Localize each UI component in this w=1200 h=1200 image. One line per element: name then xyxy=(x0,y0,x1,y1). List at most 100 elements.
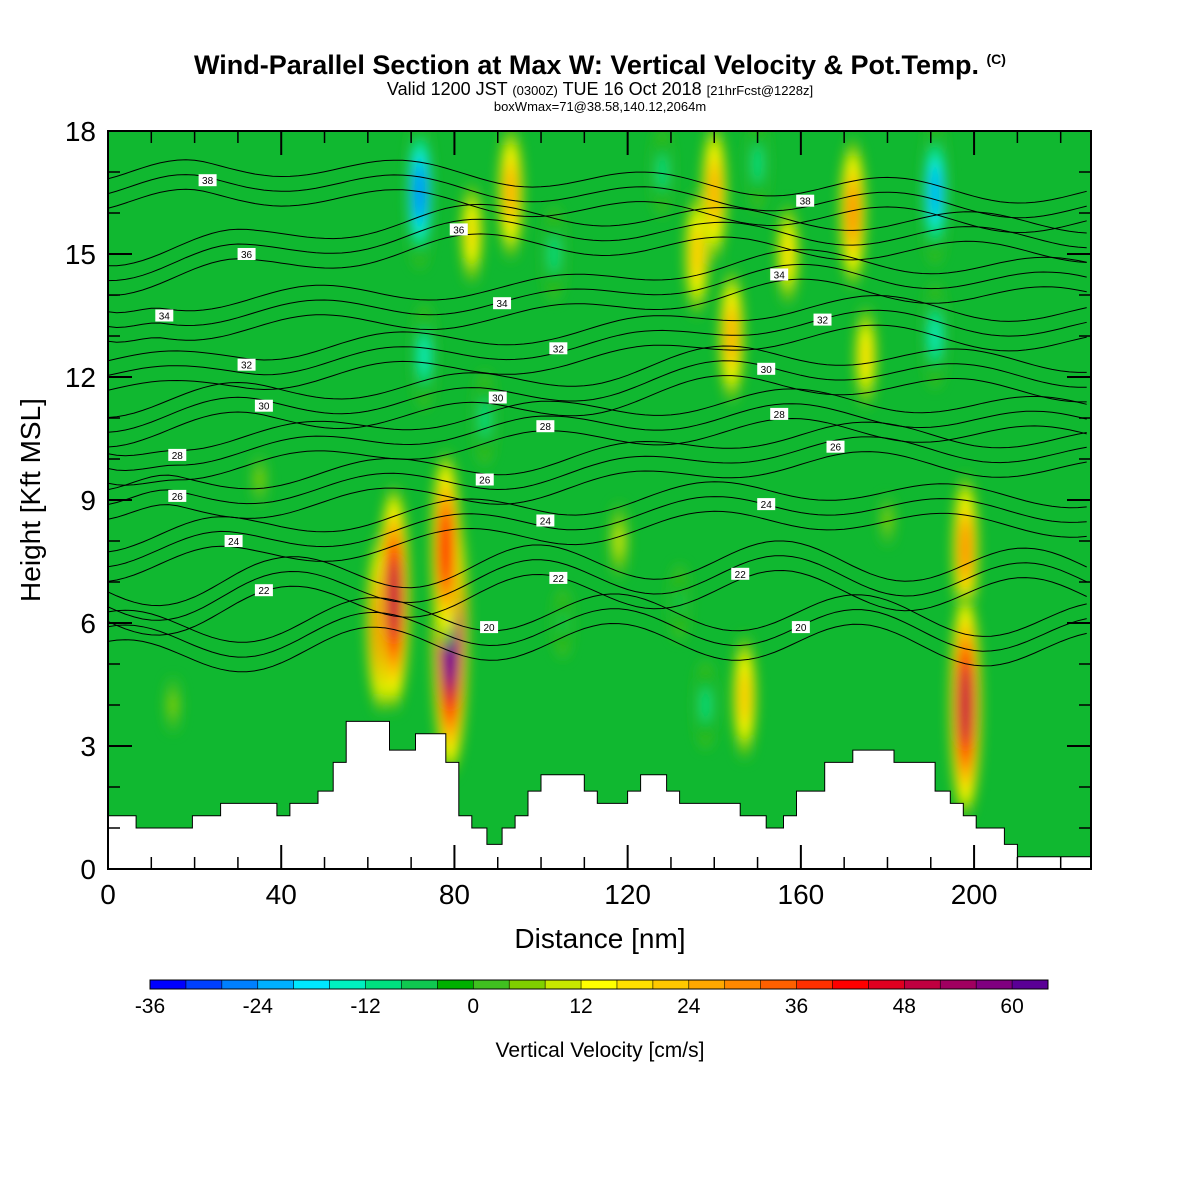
theta-label: 30 xyxy=(488,391,507,405)
colorbar-swatch xyxy=(329,980,367,989)
theta-label-text: 24 xyxy=(228,537,240,548)
colorbar-swatch xyxy=(868,980,905,989)
velocity-cell xyxy=(930,168,941,217)
terrain-mask xyxy=(108,720,1091,869)
valid-date: TUE 16 Oct 2018 xyxy=(562,79,702,99)
theta-label: 34 xyxy=(770,268,789,282)
theta-label: 24 xyxy=(536,514,555,528)
colorbar-swatch xyxy=(1012,980,1049,989)
colorbar-swatch xyxy=(473,980,510,989)
copyright-mark: (C) xyxy=(986,51,1006,67)
theta-label: 20 xyxy=(480,621,499,634)
theta-label-text: 32 xyxy=(553,344,565,355)
colorbar-frame xyxy=(149,979,1049,990)
velocity-cell xyxy=(414,167,425,218)
colorbar-swatch xyxy=(796,980,833,989)
theta-label: 34 xyxy=(493,297,512,310)
theta-label-box xyxy=(155,309,174,322)
colorbar-swatch xyxy=(976,980,1013,989)
colorbar-swatch xyxy=(760,980,798,989)
theta-label: 32 xyxy=(813,313,832,327)
x-tick-label: 160 xyxy=(778,879,825,910)
theta-label-box xyxy=(449,223,468,236)
theta-label: 24 xyxy=(224,535,243,548)
colorbar-label: Vertical Velocity [cm/s] xyxy=(496,1039,705,1062)
theta-label-text: 22 xyxy=(258,586,270,597)
y-tick-label: 12 xyxy=(65,362,96,393)
velocity-cell xyxy=(255,468,264,491)
velocity-cell xyxy=(675,587,684,618)
x-tick-label: 120 xyxy=(604,879,651,910)
chart-title: Wind-Parallel Section at Max W: Vertical… xyxy=(0,44,1200,80)
velocity-cell xyxy=(739,675,750,719)
colorbar-swatch xyxy=(616,980,654,989)
velocity-cell xyxy=(657,156,667,188)
colorbar-tick-label: -24 xyxy=(243,995,274,1018)
theta-label-text: 36 xyxy=(453,225,465,236)
theta-label-box xyxy=(549,342,568,355)
isentrope-line xyxy=(108,622,1087,673)
box-max-info: boxWmax=71@38.58,140.12,2064m xyxy=(493,99,707,114)
theta-label-box xyxy=(791,621,810,634)
isentrope-line xyxy=(108,388,1087,457)
colorbar-swatch xyxy=(257,980,295,989)
theta-label-box xyxy=(796,194,815,207)
isentrope-line xyxy=(108,203,1087,267)
theta-label: 32 xyxy=(549,342,568,355)
colorbar-swatch xyxy=(150,980,187,989)
colorbar-tick-label: 0 xyxy=(467,995,479,1018)
theta-label-text: 34 xyxy=(159,312,171,323)
theta-label-box xyxy=(224,535,243,547)
chart-title-block: Wind-Parallel Section at Max W: Vertical… xyxy=(0,44,1200,114)
theta-label-box xyxy=(757,498,776,511)
theta-label-text: 30 xyxy=(492,394,504,405)
theta-label-box xyxy=(757,362,776,375)
velocity-cell xyxy=(387,562,400,635)
theta-label-text: 20 xyxy=(795,623,807,634)
colorbar-swatch xyxy=(940,980,977,989)
colorbar-swatch xyxy=(185,980,223,989)
velocity-cell xyxy=(692,232,702,276)
colorbar-swatch xyxy=(832,980,869,989)
theta-label-box xyxy=(549,571,568,584)
theta-label-box xyxy=(770,268,789,281)
velocity-cell xyxy=(960,524,971,575)
theta-label: 26 xyxy=(475,473,494,487)
theta-label: 28 xyxy=(168,448,187,462)
velocity-cell xyxy=(783,235,793,273)
isentrope-line xyxy=(108,451,1087,520)
theta-label-box xyxy=(770,407,789,420)
colorbar-tick-label: -36 xyxy=(135,995,165,1018)
velocity-cell xyxy=(861,338,871,375)
isentrope-line xyxy=(108,593,1087,643)
theta-label-box xyxy=(731,567,750,580)
colorbar-tick-label: 12 xyxy=(569,995,592,1018)
y-tick-label: 9 xyxy=(80,485,96,516)
x-tick-label: 200 xyxy=(951,879,998,910)
theta-label-text: 20 xyxy=(484,623,496,634)
theta-label-text: 30 xyxy=(258,402,270,413)
theta-label-text: 26 xyxy=(172,492,184,503)
colorbar-swatch xyxy=(509,980,546,989)
theta-label: 22 xyxy=(731,567,750,581)
theta-label: 26 xyxy=(826,440,845,454)
colorbar-swatch xyxy=(545,980,582,989)
isentrope-line xyxy=(108,481,1087,553)
theta-label: 32 xyxy=(237,358,256,372)
theta-label-box xyxy=(237,358,256,371)
isentrope-line xyxy=(108,278,1087,343)
isentrope-line xyxy=(108,436,1087,505)
theta-label-text: 28 xyxy=(540,422,552,433)
theta-label-text: 26 xyxy=(830,443,842,454)
velocity-cell xyxy=(467,215,477,252)
velocity-cell xyxy=(614,526,624,556)
theta-label-box xyxy=(488,391,507,404)
plot-background xyxy=(108,131,1091,869)
colorbar-swatch xyxy=(688,980,726,989)
x-axis: 0 40 80 120 160 200 xyxy=(100,131,1062,910)
theta-label-text: 28 xyxy=(172,451,184,462)
potential-temperature-labels: 38 36 38 36 34 34 34 32 32 32 30 30 30 28 28 28 26 26 26 24… xyxy=(155,174,845,634)
velocity-cell xyxy=(959,668,972,742)
isentrope-line xyxy=(108,375,1087,448)
